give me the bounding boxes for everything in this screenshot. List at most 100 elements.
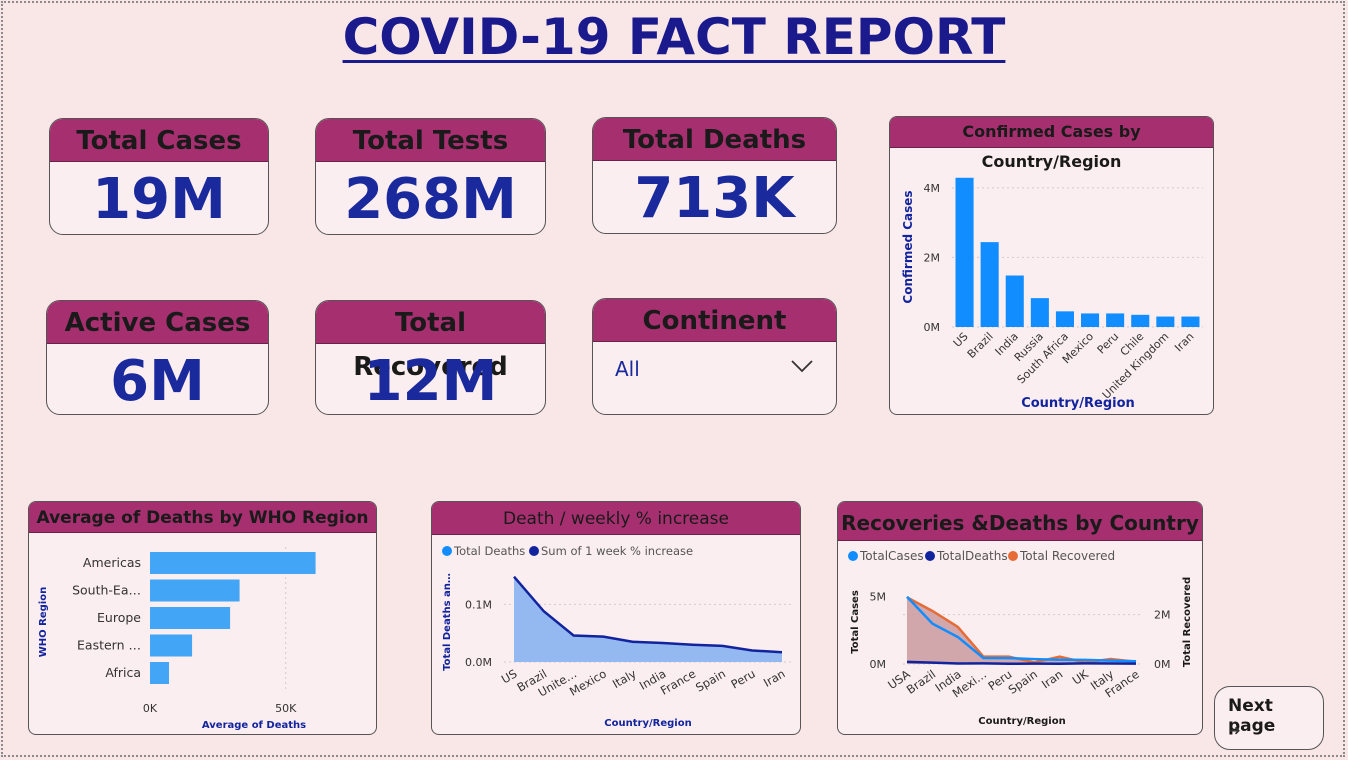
confirmed-cases-title: Confirmed Cases by Country/Region [890, 117, 1213, 171]
bar [1131, 314, 1150, 327]
x-tick-label: Peru [729, 666, 758, 691]
x-tick-label: Iran [1172, 330, 1196, 354]
total-cases-value: 19M [92, 167, 226, 232]
active-cases-card: Active Cases 6M [46, 300, 269, 415]
x-axis-label: Country/Region [604, 718, 691, 729]
who-region-svg: Americas South-Ea… Europe Eastern … Africa 0K… [38, 547, 316, 731]
legend-label: Sum of 1 week % increase [541, 544, 693, 558]
continent-slicer[interactable]: Continent All [592, 298, 837, 415]
who-region-title: Average of Deaths by WHO Region [29, 502, 376, 533]
y-tick-label: Americas [83, 555, 141, 570]
next-page-label: Next page [1228, 696, 1276, 736]
confirmed-cases-chart: Confirmed Cases by Country/Region 0M 2M 4M… [889, 116, 1214, 415]
total-deaths-label: Total Deaths [593, 118, 836, 161]
y-tick-label: South-Ea… [72, 583, 141, 598]
continent-dropdown-value[interactable]: All [615, 357, 640, 381]
legend-marker [925, 551, 935, 561]
y-axis-label: WHO Region [38, 587, 49, 657]
bar [1181, 316, 1200, 327]
x-tick-label: Spain [1006, 667, 1040, 697]
y-tick-label: 2M [924, 251, 941, 264]
bar [980, 242, 999, 327]
x-axis-label: Country/Region [978, 716, 1065, 727]
report-title: COVID-19 FACT REPORT [342, 8, 1006, 66]
x-tick-label: Italy [610, 666, 639, 691]
bar [1030, 298, 1049, 327]
recoveries-deaths-title: Recoveries &Deaths by Country [838, 502, 1202, 541]
total-deaths-area [514, 576, 782, 662]
bar [150, 552, 316, 574]
death-weekly-chart: Death / weekly % increase 0.0M 0.1M US Braz… [431, 501, 801, 735]
x-tick-label: UK [1070, 667, 1091, 688]
total-recovered-label: Total Recovered [316, 301, 545, 382]
total-cases-card: Total Cases 19M [49, 118, 269, 235]
active-cases-label: Active Cases [47, 301, 268, 344]
total-deaths-card: Total Deaths 713K [592, 117, 837, 234]
y-tick-label: Europe [97, 610, 141, 625]
bar [1156, 316, 1175, 327]
weekly-increase-line [513, 575, 783, 654]
bar [1106, 313, 1125, 327]
total-deaths-line [906, 660, 1137, 666]
legend-label: TotalCases [859, 549, 924, 563]
y-tick-label: 0M [870, 658, 887, 671]
recovered-area [907, 597, 1136, 664]
continent-label: Continent [593, 299, 836, 342]
bar [150, 607, 231, 629]
bar [1005, 275, 1024, 327]
y-tick-label: 0.1M [465, 598, 492, 611]
y-tick-label: Africa [105, 665, 141, 680]
total-recovered-card: Total Recovered 12M [315, 300, 546, 415]
bar [1081, 313, 1100, 327]
y-tick-label: 5M [870, 591, 887, 604]
y-tick-label: 0.0M [465, 656, 492, 669]
legend-marker [442, 546, 452, 556]
x-tick-label: 50K [275, 702, 297, 715]
y-tick-label: Eastern … [77, 638, 141, 653]
x-tick-label: Iran [761, 666, 787, 689]
y-tick-label: 4M [924, 182, 941, 195]
bar [955, 177, 974, 327]
y-axis-label: Total Deaths an… [442, 573, 453, 671]
legend-label: Total Recovered [1019, 549, 1115, 563]
x-tick-label: US [951, 330, 971, 350]
total-tests-card: Total Tests 268M [315, 118, 546, 235]
recoveries-deaths-chart: Recoveries &Deaths by Country 0M 5M 0M 2M US… [837, 501, 1203, 735]
bar [150, 662, 169, 684]
death-weekly-title: Death / weekly % increase [432, 502, 800, 535]
total-tests-label: Total Tests [316, 119, 545, 162]
x-tick-label: 0K [143, 702, 158, 715]
bar [150, 634, 193, 657]
chevron-down-icon[interactable] [790, 359, 814, 373]
total-tests-value: 268M [344, 167, 517, 232]
y2-tick-label: 0M [1154, 658, 1171, 671]
bar [1055, 311, 1074, 327]
total-deaths-value: 713K [634, 166, 795, 231]
arrow-right-icon: ➜ [1229, 723, 1241, 739]
bar [150, 579, 240, 602]
x-tick-label: Spain [693, 666, 728, 694]
total-recovered-value: 12M [363, 349, 498, 414]
x-tick-label: Brazil [965, 330, 996, 361]
legend-marker [1008, 551, 1018, 561]
y-tick-label: 0M [924, 321, 941, 334]
x-axis-label: Average of Deaths [202, 720, 306, 731]
legend-label: TotalDeaths [936, 549, 1008, 563]
who-region-chart: Average of Deaths by WHO Region Americas… [28, 501, 377, 735]
legend-marker [848, 551, 858, 561]
next-page-button[interactable]: Next page ➜ [1214, 686, 1324, 750]
legend-marker [529, 546, 539, 556]
y-axis-label: Confirmed Cases [901, 190, 915, 303]
y-axis-label: Total Cases [850, 590, 861, 654]
x-tick-label: Iran [1039, 667, 1065, 691]
x-tick-label: US [499, 666, 520, 686]
y2-tick-label: 2M [1154, 609, 1171, 622]
x-tick-label: Peru [1095, 330, 1122, 357]
active-cases-value: 6M [110, 349, 205, 414]
total-cases-line [906, 595, 1137, 663]
total-cases-label: Total Cases [50, 119, 268, 162]
